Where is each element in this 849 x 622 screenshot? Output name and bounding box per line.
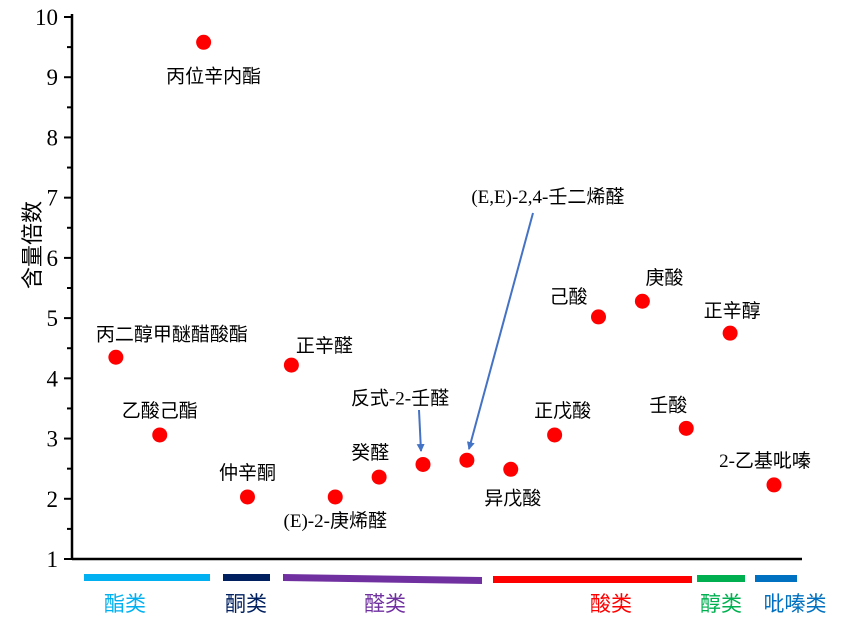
- data-point: [152, 427, 168, 443]
- group-label: 酸类: [590, 592, 632, 616]
- data-point: [722, 325, 738, 341]
- data-point: [327, 489, 343, 505]
- data-label: 庚酸: [645, 267, 683, 289]
- y-tick-label: 1: [47, 547, 59, 572]
- y-tick-label: 2: [47, 487, 59, 512]
- data-label: 异戊酸: [484, 487, 541, 509]
- data-point: [459, 452, 475, 468]
- y-tick-label: 8: [47, 125, 59, 150]
- data-point: [371, 469, 387, 485]
- data-label: (E)-2-庚烯醛: [284, 510, 387, 532]
- data-label: 反式-2-壬醛: [351, 387, 449, 409]
- data-label: 乙酸己酯: [122, 400, 198, 422]
- data-label: 仲辛酮: [219, 462, 276, 484]
- data-point: [108, 349, 124, 365]
- y-tick-label: 6: [47, 246, 59, 271]
- data-label: 壬酸: [649, 394, 687, 416]
- annotation-arrow: [466, 212, 534, 450]
- y-axis-label: 含量倍数: [20, 201, 45, 289]
- data-label: 丙位辛内酯: [166, 65, 261, 87]
- data-label: 正戊酸: [534, 400, 591, 422]
- group-bar: [223, 574, 270, 581]
- group-label: 醇类: [700, 592, 742, 616]
- group-bar: [283, 574, 482, 584]
- group-bar: [493, 576, 692, 583]
- data-label: 丙二醇甲醚醋酸酯: [96, 323, 248, 345]
- data-point: [503, 461, 519, 477]
- data-label: 正辛醛: [296, 335, 353, 357]
- y-tick-label: 5: [47, 306, 59, 331]
- data-point: [283, 357, 299, 373]
- data-label: 正辛醇: [704, 300, 761, 322]
- y-tick-label: 4: [47, 366, 59, 391]
- group-label: 吡嗪类: [764, 592, 827, 616]
- y-tick-label: 9: [47, 65, 59, 90]
- data-point: [240, 489, 255, 505]
- data-label: (E,E)-2,4-壬二烯醛: [471, 186, 624, 208]
- group-label: 醛类: [364, 592, 406, 616]
- data-point: [634, 293, 650, 309]
- annotation-arrow: [416, 409, 425, 452]
- y-tick-label: 3: [47, 427, 59, 452]
- data-point: [196, 34, 212, 50]
- group-bar: [697, 575, 745, 582]
- group-bar: [84, 574, 210, 581]
- group-bar: [755, 575, 797, 582]
- y-tick-label: 10: [35, 5, 58, 30]
- data-label: 己酸: [549, 286, 587, 308]
- group-label: 酯类: [104, 592, 146, 616]
- data-point: [766, 477, 782, 493]
- group-label: 酮类: [225, 592, 267, 616]
- data-label: 癸醛: [351, 442, 389, 464]
- data-label: 2-乙基吡嗪: [719, 450, 811, 472]
- data-point: [678, 420, 694, 436]
- data-point: [591, 309, 606, 325]
- data-point: [415, 456, 431, 472]
- data-point: [547, 427, 563, 443]
- y-tick-label: 7: [47, 186, 59, 211]
